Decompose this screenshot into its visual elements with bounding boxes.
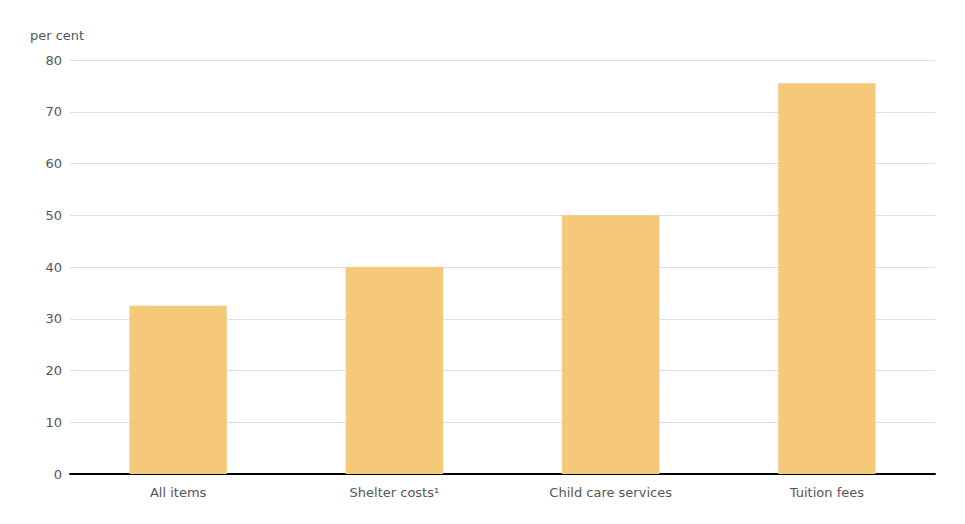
svg-text:30: 30 [45, 311, 62, 326]
svg-text:Shelter costs¹: Shelter costs¹ [350, 485, 440, 500]
svg-text:10: 10 [45, 415, 62, 430]
svg-text:per cent: per cent [30, 28, 84, 43]
svg-text:40: 40 [45, 260, 62, 275]
svg-text:20: 20 [45, 363, 62, 378]
svg-text:50: 50 [45, 208, 62, 223]
svg-text:70: 70 [45, 104, 62, 119]
svg-text:80: 80 [45, 53, 62, 68]
svg-text:Child care services: Child care services [549, 485, 672, 500]
svg-text:60: 60 [45, 156, 62, 171]
svg-text:All items: All items [150, 485, 207, 500]
svg-text:0: 0 [54, 467, 62, 482]
svg-text:Tuition fees: Tuition fees [789, 485, 864, 500]
